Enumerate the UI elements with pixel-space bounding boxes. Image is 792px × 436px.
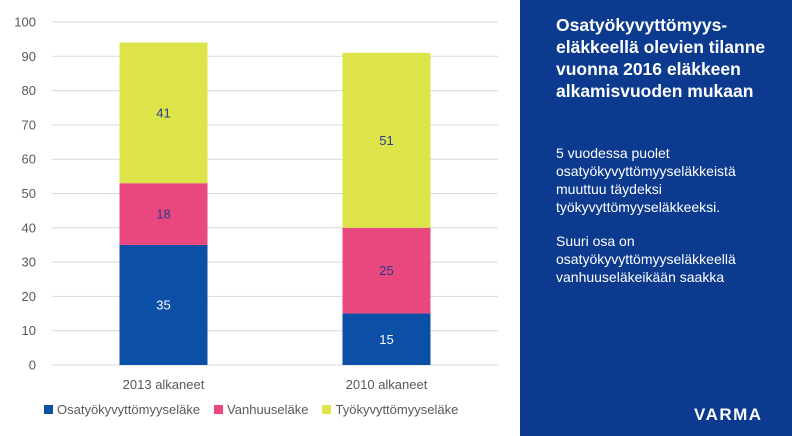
legend-item: Työkyvyttömyyseläke xyxy=(322,402,458,417)
panel-title: Osatyökyvyttömyys-eläkkeellä olevien til… xyxy=(556,15,766,101)
side-panel: Osatyökyvyttömyys-eläkkeellä olevien til… xyxy=(520,0,792,436)
chart-legend: Osatyökyvyttömyyseläke Vanhuuseläke Työkyv… xyxy=(44,402,458,417)
bar-segment xyxy=(119,42,208,184)
y-tick-label: 50 xyxy=(22,186,36,201)
y-tick-label: 70 xyxy=(22,117,36,132)
panel-paragraph-1: 5 vuodessa puolet osatyökyvyttömyyseläkk… xyxy=(556,145,736,215)
y-tick-label: 30 xyxy=(22,255,36,270)
panel-paragraph-2: Suuri osa on osatyökyvyttömyyseläkkeellä… xyxy=(556,233,736,285)
stacked-bar-chart: 0 10 20 30 40 50 60 70 80 90 100 35 18 41 2013 alkanee… xyxy=(14,15,498,392)
data-label: 35 xyxy=(156,297,170,312)
bar-segment xyxy=(342,227,431,314)
data-label: 41 xyxy=(156,105,170,120)
x-category-label: 2013 alkaneet xyxy=(123,377,205,392)
bar-segment xyxy=(342,313,431,365)
legend-swatch xyxy=(322,405,332,414)
bar-segment xyxy=(119,183,208,245)
y-tick-label: 40 xyxy=(22,220,36,235)
legend-swatch xyxy=(214,405,224,414)
chart-area: 0 10 20 30 40 50 60 70 80 90 100 35 18 41 2013 alkanee… xyxy=(14,15,498,417)
legend-swatch xyxy=(44,405,53,414)
y-tick-label: 80 xyxy=(22,83,36,98)
y-tick-label: 60 xyxy=(22,152,36,167)
legend-item: Osatyökyvyttömyyseläke xyxy=(44,402,200,417)
legend-item: Vanhuuseläke xyxy=(214,402,308,417)
data-label: 25 xyxy=(379,263,393,278)
data-label: 51 xyxy=(379,133,393,148)
x-category-label: 2010 alkaneet xyxy=(346,377,428,392)
legend-label: Vanhuuseläke xyxy=(227,402,309,417)
bar-segment xyxy=(119,244,208,365)
y-tick-label: 10 xyxy=(22,323,36,338)
y-tick-label: 100 xyxy=(14,15,36,30)
varma-logo: VARMA xyxy=(694,405,763,424)
legend-label: Osatyökyvyttömyyseläke xyxy=(57,402,201,417)
data-label: 18 xyxy=(156,207,170,222)
y-tick-label: 90 xyxy=(22,49,36,64)
data-label: 15 xyxy=(379,332,393,347)
bar-segment xyxy=(342,52,431,228)
legend-label: Työkyvyttömyyseläke xyxy=(335,402,459,417)
y-tick-label: 20 xyxy=(22,289,36,304)
y-tick-label: 0 xyxy=(29,358,36,373)
